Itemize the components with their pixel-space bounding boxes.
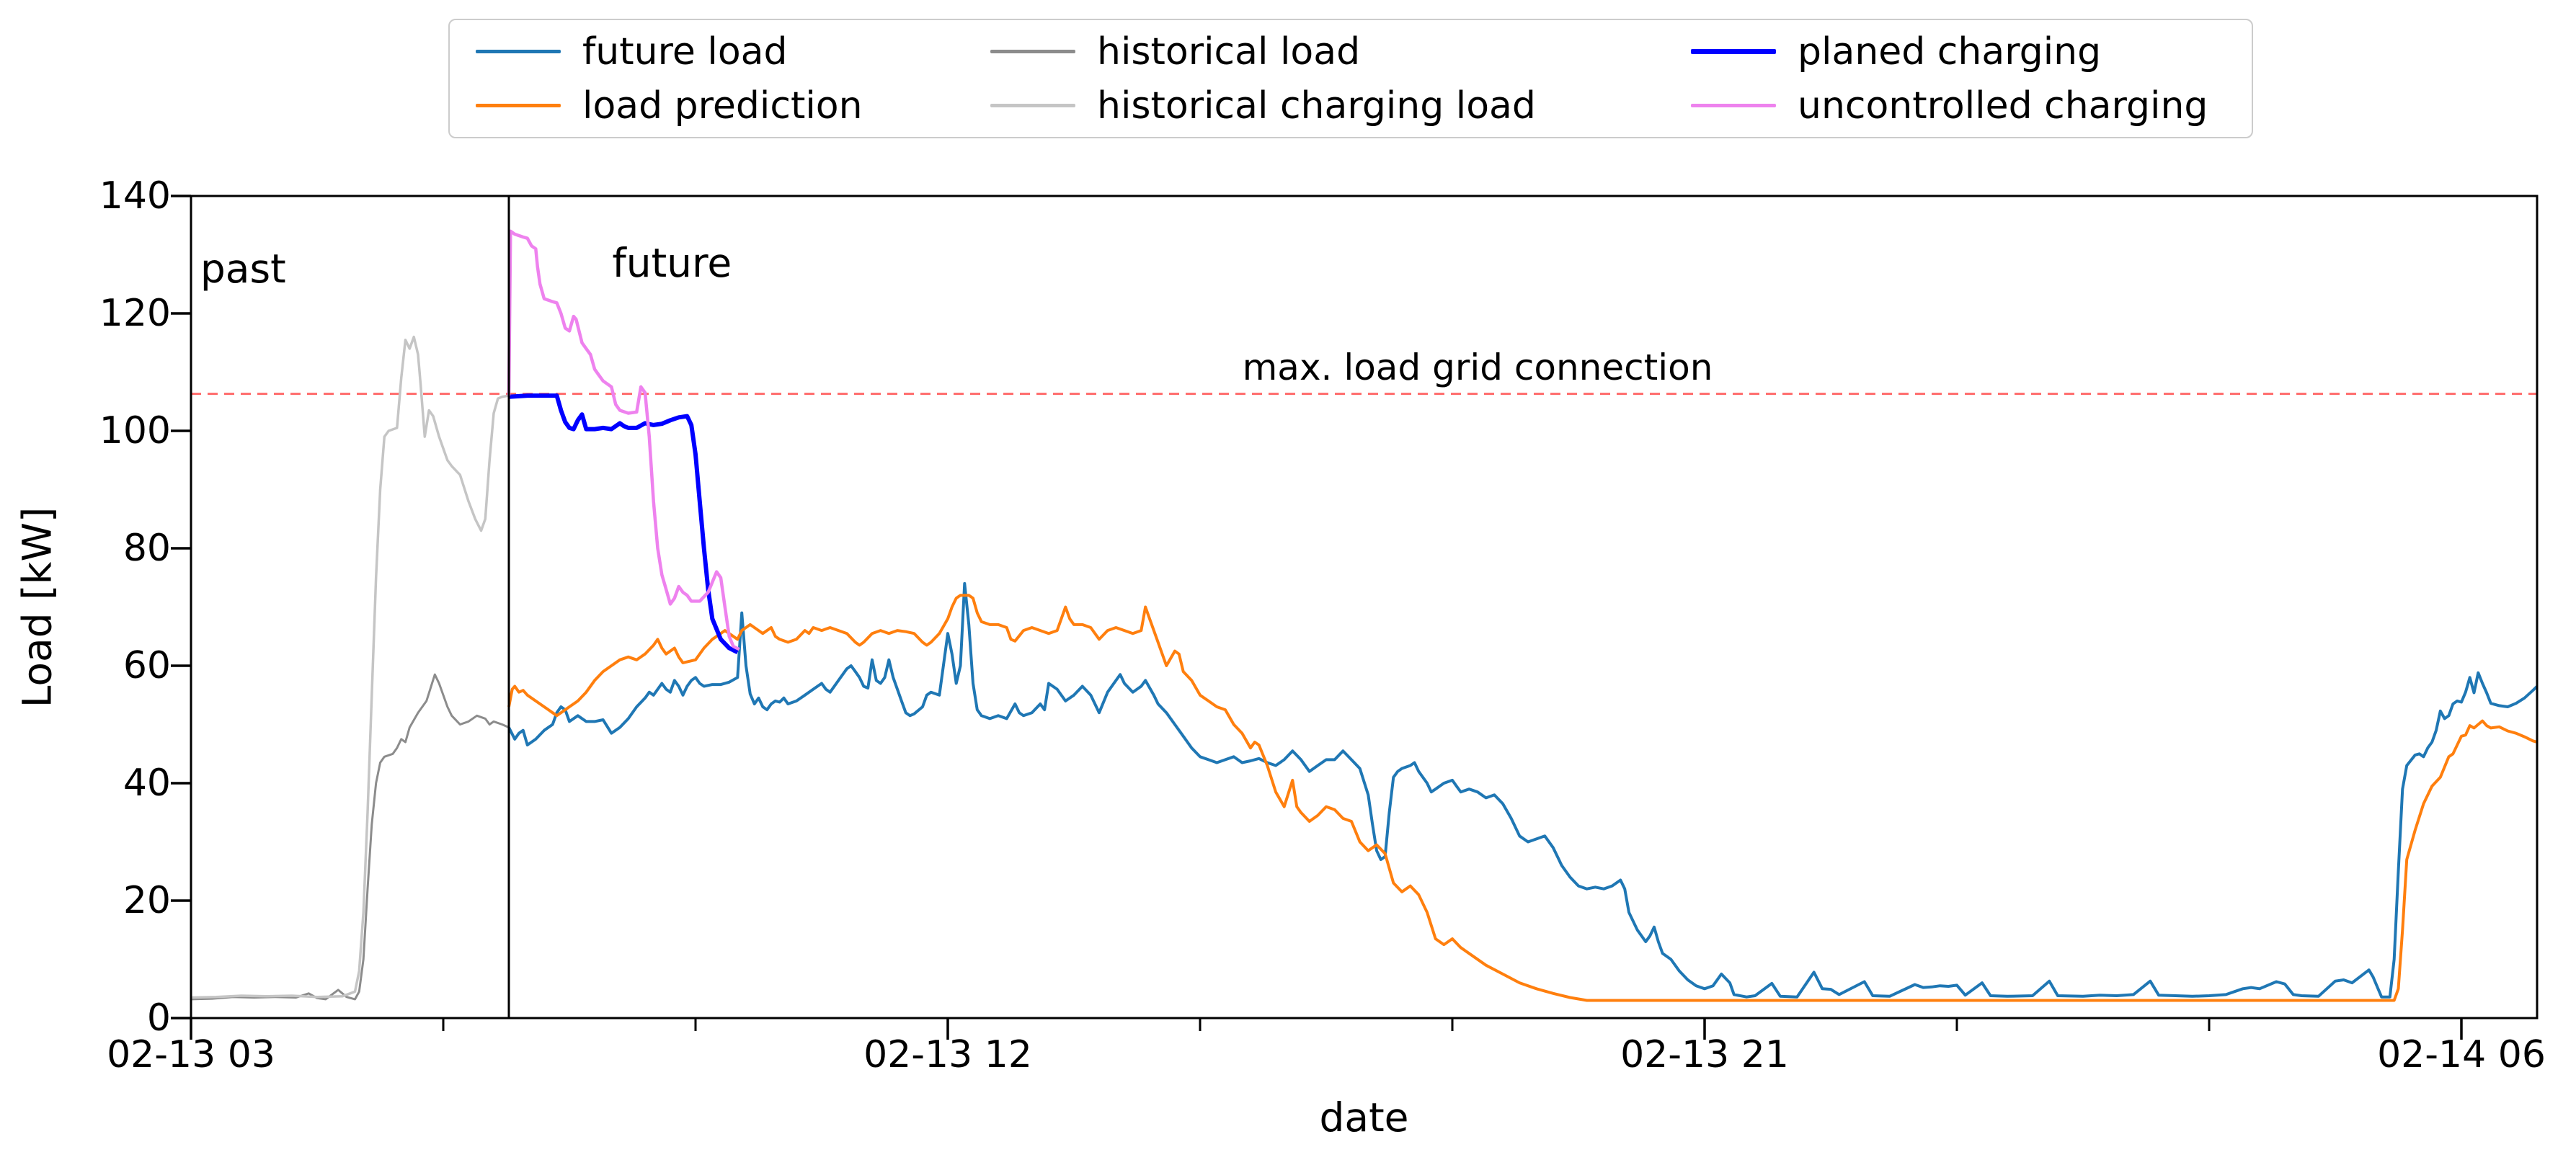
load-prediction-line-swatch	[476, 104, 561, 107]
historical-load-line-swatch	[990, 50, 1075, 53]
annotation-future: future	[612, 240, 732, 287]
y-tick-label: 80	[123, 527, 171, 570]
series-historical-charging-load-line	[190, 335, 510, 999]
y-tick-label: 120	[99, 292, 171, 335]
series-future-load-line	[507, 581, 2539, 999]
y-tick-label: 20	[123, 879, 171, 922]
legend-label: uncontrolled charging	[1798, 84, 2208, 128]
y-tick-label: 40	[123, 762, 171, 805]
legend-item-load-prediction: load prediction	[476, 84, 990, 128]
legend-item-historical-load: historical load	[990, 30, 1691, 73]
series-historical-load-line	[190, 673, 510, 1001]
y-tick-label: 0	[146, 996, 171, 1040]
legend-label: historical load	[1097, 30, 1361, 73]
legend-item-historical-charging-load: historical charging load	[990, 84, 1691, 128]
legend-item-uncontrolled-charging: uncontrolled charging	[1691, 84, 2230, 128]
legend-label: load prediction	[582, 84, 863, 128]
max-load-line-label: max. load grid connection	[1242, 346, 1713, 388]
y-tick-label: 140	[99, 174, 171, 218]
y-tick-label: 60	[123, 644, 171, 687]
x-tick-label: 02-14 06	[2377, 1033, 2546, 1076]
annotation-past: past	[200, 246, 286, 293]
x-tick-label: 02-13 21	[1620, 1033, 1789, 1076]
y-tick-label: 100	[99, 409, 171, 452]
legend: future load load prediction historical l…	[448, 19, 2253, 138]
series-load-prediction-line	[507, 594, 2538, 1002]
x-axis-title: date	[1319, 1094, 1409, 1141]
legend-label: future load	[582, 30, 788, 73]
uncontrolled-charging-line-swatch	[1691, 104, 1776, 107]
historical-charging-load-line-swatch	[990, 104, 1075, 107]
legend-label: historical charging load	[1097, 84, 1536, 128]
series-planed-charging-line	[508, 393, 739, 654]
x-tick-label: 02-13 12	[863, 1033, 1032, 1076]
axes-frame	[190, 195, 2539, 1020]
x-tick-label: 02-13 03	[107, 1033, 275, 1076]
future-load-line-swatch	[476, 50, 561, 53]
planed-charging-line-swatch	[1691, 49, 1776, 54]
legend-item-future-load: future load	[476, 30, 990, 73]
legend-label: planed charging	[1798, 30, 2102, 73]
legend-item-planed-charging: planed charging	[1691, 30, 2230, 73]
series-uncontrolled-charging-line	[507, 229, 740, 651]
